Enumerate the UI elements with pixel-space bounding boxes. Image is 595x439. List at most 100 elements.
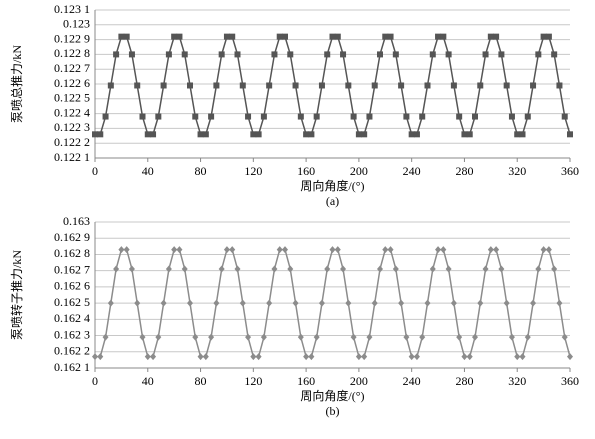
marker xyxy=(482,265,489,273)
marker xyxy=(366,113,373,120)
marker xyxy=(208,113,215,120)
y-tick-label: 0.122 5 xyxy=(54,91,90,105)
marker xyxy=(508,333,515,341)
marker xyxy=(398,299,405,307)
marker xyxy=(266,299,273,307)
marker xyxy=(202,131,209,138)
marker xyxy=(519,131,526,138)
x-tick-label: 200 xyxy=(350,374,368,388)
marker xyxy=(113,265,120,273)
marker xyxy=(493,33,500,40)
marker xyxy=(229,33,236,40)
marker xyxy=(171,33,178,40)
marker xyxy=(466,131,473,138)
marker xyxy=(271,265,278,273)
marker xyxy=(472,113,478,120)
marker xyxy=(477,82,484,89)
marker xyxy=(408,131,415,138)
marker xyxy=(530,299,537,307)
marker xyxy=(456,113,463,120)
marker xyxy=(340,51,347,58)
marker xyxy=(398,82,405,89)
marker xyxy=(150,353,157,361)
marker xyxy=(287,265,294,273)
y-tick-label: 0.162 9 xyxy=(54,230,90,244)
marker xyxy=(503,82,510,89)
marker xyxy=(371,299,378,307)
marker xyxy=(260,113,267,120)
x-tick-label: 200 xyxy=(350,164,368,178)
marker xyxy=(355,353,362,361)
y-tick-label: 0.122 6 xyxy=(54,76,90,90)
y-tick-label: 0.122 1 xyxy=(54,150,90,164)
marker xyxy=(234,265,241,273)
x-tick-label: 160 xyxy=(297,374,315,388)
marker xyxy=(303,353,310,361)
x-tick-label: 120 xyxy=(244,374,262,388)
marker xyxy=(334,246,341,254)
marker xyxy=(213,299,220,307)
marker xyxy=(403,113,410,120)
marker xyxy=(313,113,320,120)
y-tick-label: 0.123 1 xyxy=(54,2,90,16)
marker xyxy=(524,333,531,341)
marker xyxy=(387,246,394,254)
marker xyxy=(318,299,325,307)
marker xyxy=(377,265,383,273)
marker xyxy=(139,333,146,341)
marker xyxy=(561,333,568,341)
marker xyxy=(192,333,199,341)
x-tick-label: 240 xyxy=(403,164,421,178)
marker xyxy=(461,353,468,361)
marker xyxy=(324,51,331,58)
marker xyxy=(503,299,510,307)
marker xyxy=(382,33,389,40)
y-tick-label: 0.122 9 xyxy=(54,31,90,45)
marker xyxy=(350,113,357,120)
marker xyxy=(92,353,98,361)
y-tick-label: 0.162 7 xyxy=(54,262,90,276)
marker xyxy=(371,82,378,89)
y-tick-label: 0.162 5 xyxy=(54,295,90,309)
marker xyxy=(535,265,542,273)
marker xyxy=(139,113,146,120)
x-tick-label: 40 xyxy=(142,164,154,178)
marker xyxy=(218,265,225,273)
marker xyxy=(292,299,299,307)
marker xyxy=(482,51,489,58)
marker xyxy=(266,82,273,89)
marker xyxy=(493,246,500,254)
x-tick-label: 120 xyxy=(244,164,262,178)
marker xyxy=(187,82,193,89)
marker xyxy=(466,353,473,361)
y-axis-title: 泵喷总推力/kN xyxy=(10,45,24,123)
marker xyxy=(250,131,257,138)
y-tick-label: 0.163 xyxy=(63,214,90,228)
marker xyxy=(128,265,135,273)
marker xyxy=(435,33,442,40)
marker xyxy=(350,333,357,341)
marker xyxy=(487,246,494,254)
marker xyxy=(524,113,531,120)
marker xyxy=(561,113,568,120)
marker xyxy=(435,246,442,254)
marker xyxy=(187,299,193,307)
marker xyxy=(556,299,563,307)
marker xyxy=(176,33,183,40)
marker xyxy=(123,33,130,40)
marker xyxy=(223,246,230,254)
y-tick-label: 0.162 8 xyxy=(54,246,90,260)
x-tick-label: 360 xyxy=(561,374,579,388)
marker xyxy=(160,82,167,89)
marker xyxy=(498,51,505,58)
marker xyxy=(450,82,457,89)
marker xyxy=(424,299,431,307)
x-axis-title: 周向角度/(°) xyxy=(300,178,364,193)
x-tick-label: 0 xyxy=(92,164,98,178)
marker xyxy=(282,33,288,40)
marker xyxy=(424,82,431,89)
marker xyxy=(165,265,172,273)
marker xyxy=(245,113,252,120)
marker xyxy=(245,333,252,341)
